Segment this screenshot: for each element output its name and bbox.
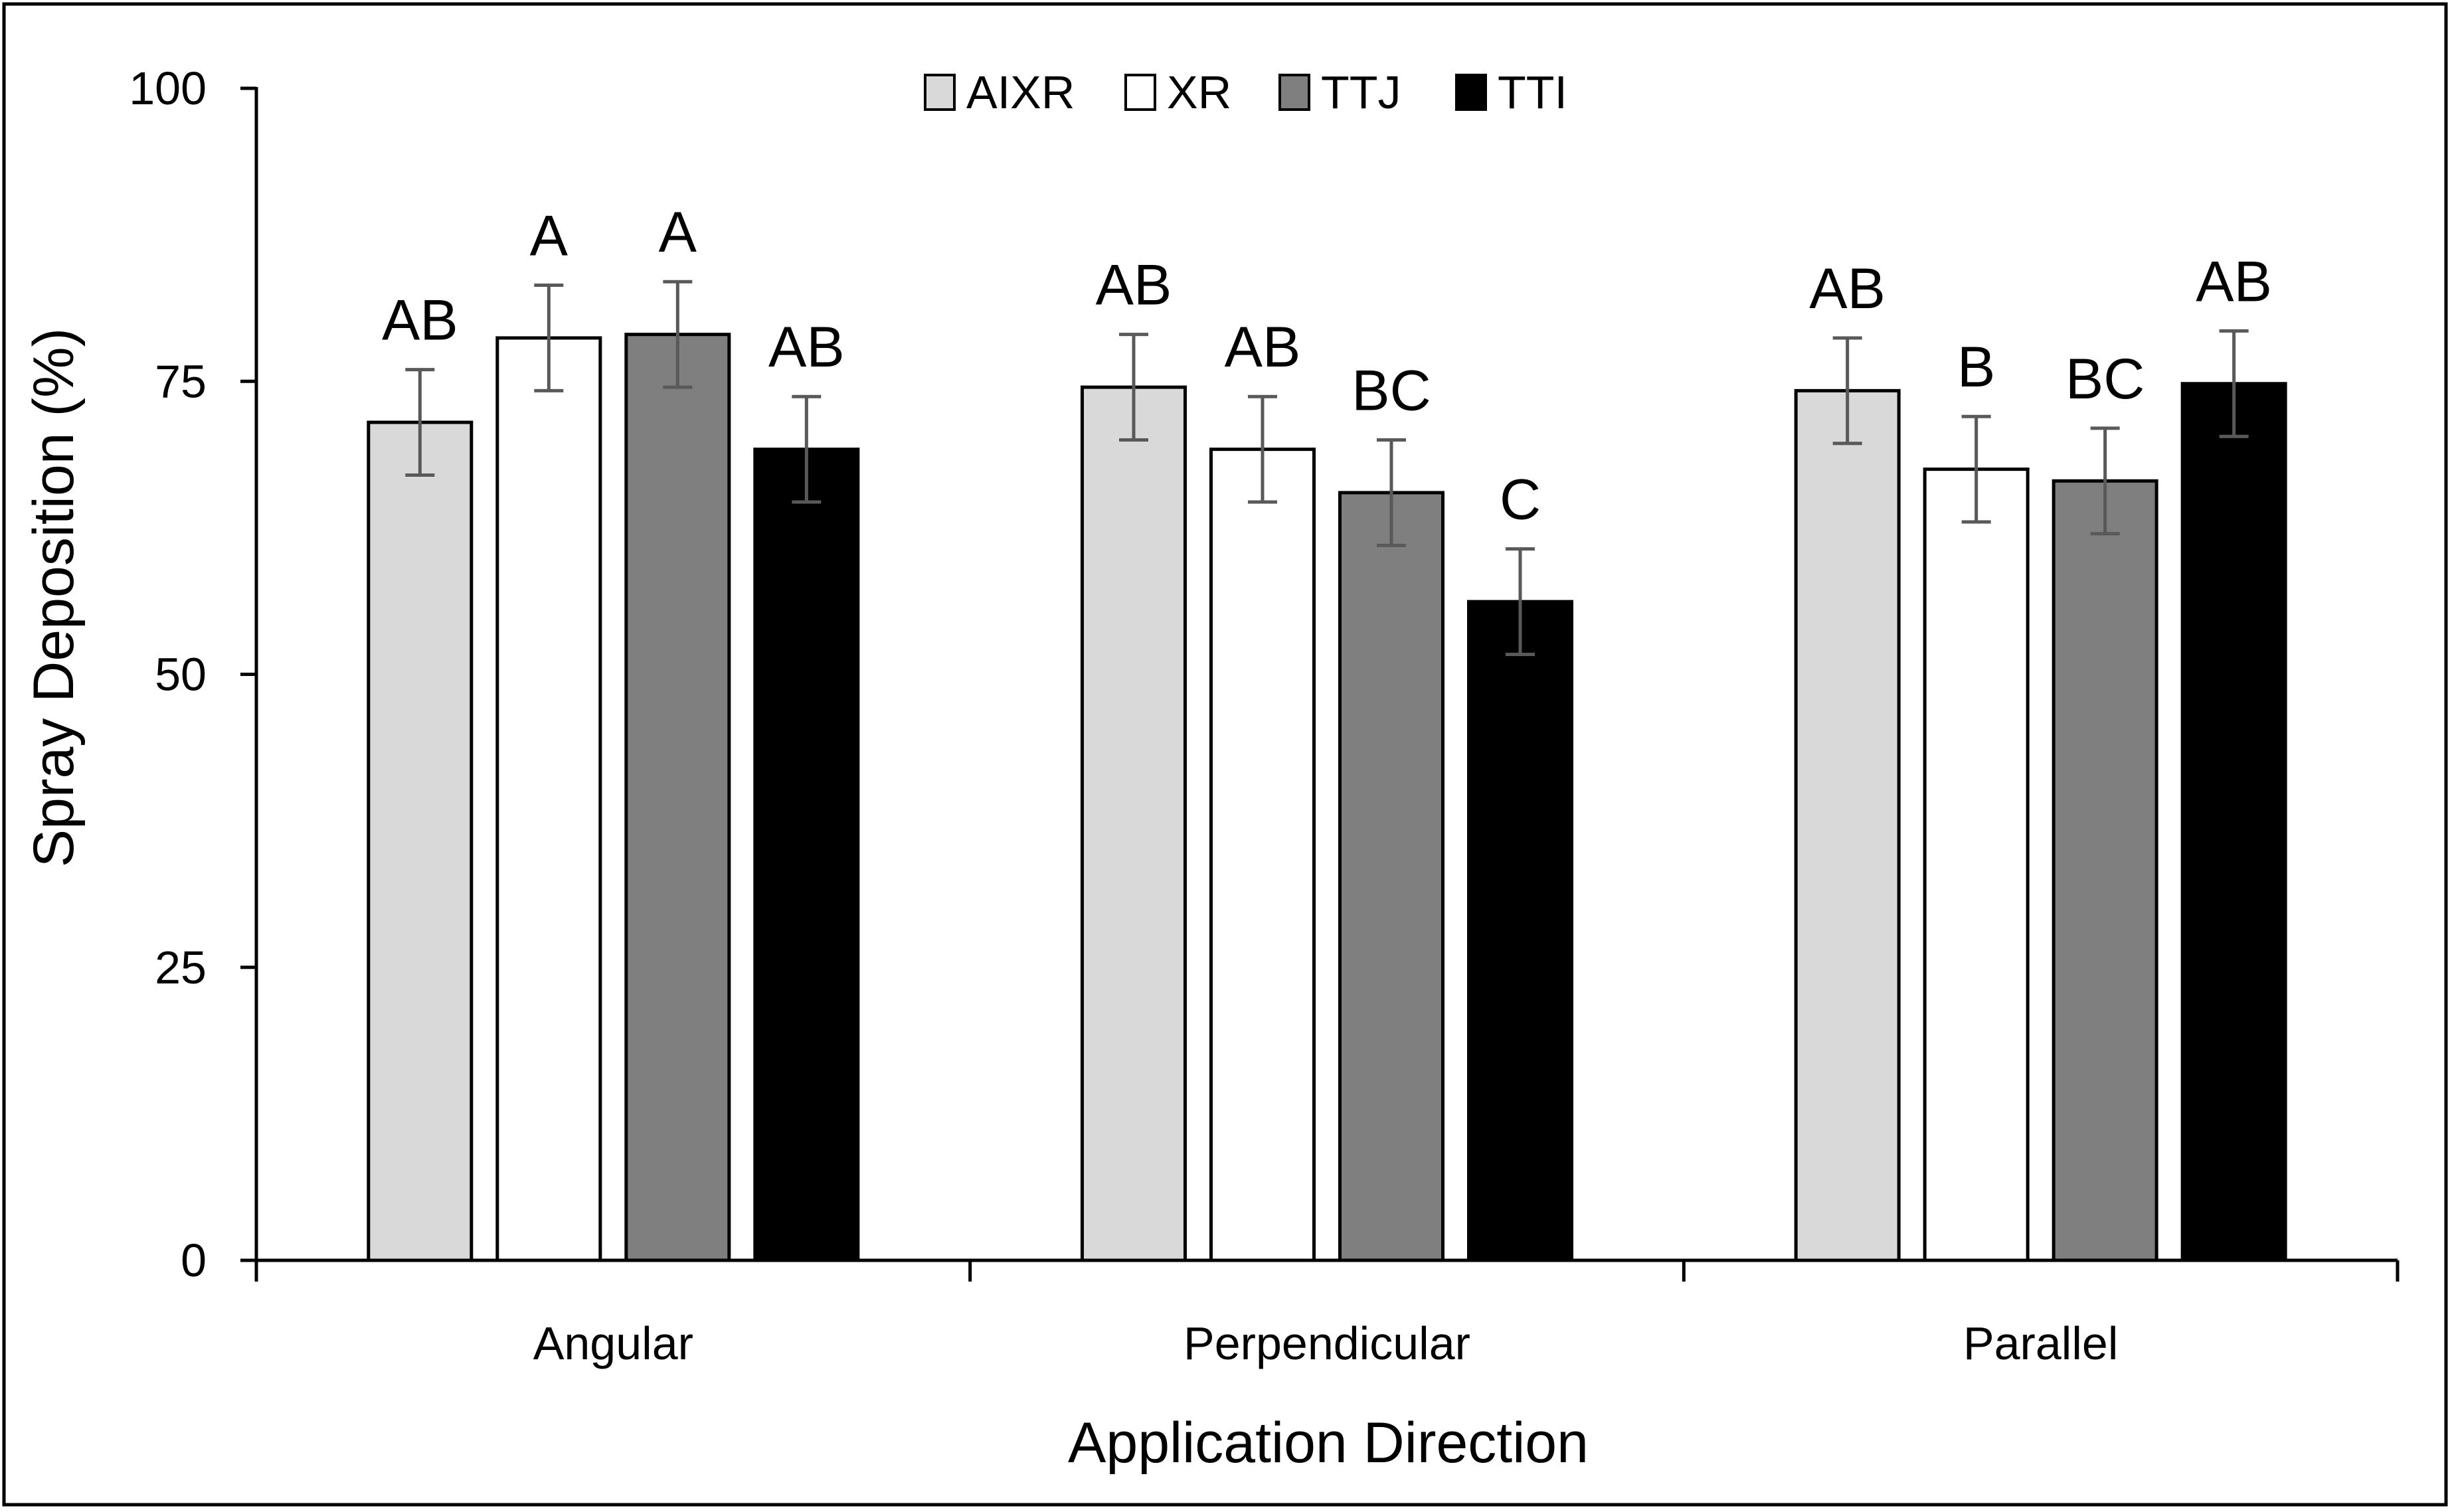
y-tick-label: 100 — [129, 62, 207, 114]
significance-letter: C — [1500, 468, 1541, 532]
bar — [1923, 467, 2030, 1262]
bar — [2180, 382, 2287, 1262]
legend-swatch — [1124, 74, 1156, 111]
legend-label: TTJ — [1321, 66, 1401, 118]
bar — [1338, 491, 1444, 1262]
significance-letter: B — [1957, 335, 1995, 399]
significance-letter: AB — [1225, 315, 1301, 379]
bar — [1467, 600, 1573, 1262]
significance-letter: AB — [768, 315, 845, 379]
bar — [753, 448, 860, 1262]
significance-letter: AB — [382, 289, 458, 353]
bar — [367, 420, 474, 1262]
y-tick-label: 50 — [155, 649, 207, 701]
significance-letter: BC — [1352, 359, 1431, 423]
x-axis: Angular Perpendicular Parallel — [254, 1258, 2400, 1369]
bars — [367, 333, 2287, 1262]
legend-label: XR — [1167, 66, 1231, 118]
error-bars — [405, 280, 2249, 656]
significance-letter: BC — [2065, 347, 2144, 411]
significance-letters: AB A A AB AB AB BC C AB B BC AB — [382, 201, 2272, 531]
bar — [1209, 448, 1316, 1262]
significance-letter: AB — [2196, 250, 2272, 313]
legend-swatch — [924, 74, 956, 111]
legend-label: TTI — [1498, 66, 1567, 118]
bar — [1794, 388, 1901, 1262]
significance-letter: AB — [1096, 254, 1172, 317]
legend-swatch — [1455, 74, 1487, 111]
significance-letter: A — [530, 205, 569, 268]
x-tick-label: Angular — [533, 1317, 693, 1369]
bar — [624, 333, 731, 1262]
bar — [1081, 385, 1187, 1262]
legend-swatch — [1278, 74, 1310, 111]
y-tick-label: 75 — [155, 355, 207, 407]
legend: AIXR XR TTJ TTI — [924, 66, 1567, 118]
y-axis-title: Spray Deposition (%) — [22, 328, 86, 868]
x-tick-label: Perpendicular — [1183, 1317, 1470, 1369]
y-tick-label: 25 — [155, 942, 207, 993]
significance-letter: A — [659, 201, 697, 264]
significance-letter: AB — [1809, 257, 1885, 321]
x-axis-title: Application Direction — [1068, 1411, 1589, 1475]
y-tick-label: 0 — [181, 1234, 207, 1286]
x-tick-label: Parallel — [1963, 1317, 2118, 1369]
bar — [495, 336, 602, 1262]
y-axis: 0 25 50 75 100 — [129, 62, 258, 1286]
bar — [2052, 479, 2158, 1262]
legend-label: AIXR — [966, 66, 1075, 118]
